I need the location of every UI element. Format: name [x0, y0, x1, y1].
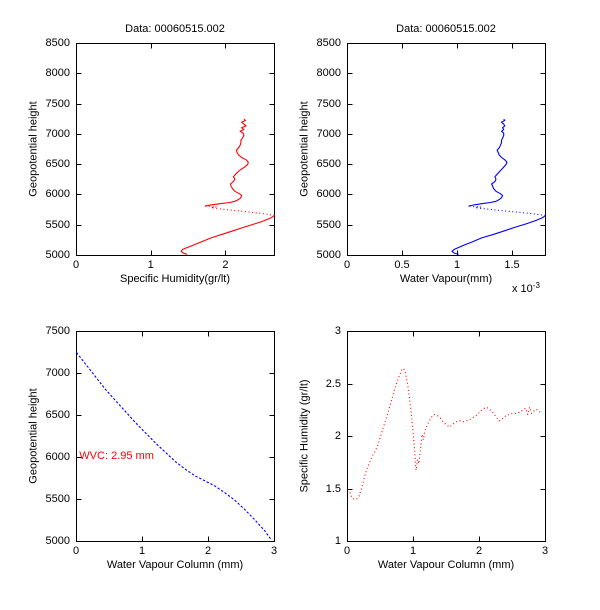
plot-axes-area: [76, 43, 275, 256]
exponent-value: -3: [532, 281, 540, 290]
y-tick-label: 2: [334, 430, 341, 442]
y-tick-label: 6000: [45, 188, 70, 201]
wvc-annotation: WVC: 2.95 mm: [79, 450, 154, 462]
plot-axes-area: [347, 43, 546, 256]
y-axis-label: Geopotential height: [27, 101, 40, 197]
plot-title: Data: 00060515.002: [125, 23, 225, 35]
x-tick-label: 1: [147, 259, 154, 271]
axes-box: [347, 331, 546, 542]
y-tick-label: 1: [334, 535, 341, 547]
x-tick-label: 0: [72, 259, 80, 271]
x-tick-label: 1: [138, 545, 146, 557]
y-tick-label: 3: [334, 325, 341, 337]
y-tick-label: 5500: [316, 218, 341, 231]
y-tick-label: 7000: [316, 127, 341, 140]
y-tick-label: 7500: [45, 325, 70, 337]
y-axis-label: Specific Humidity (gr/lt): [298, 379, 311, 493]
y-tick-label: 8500: [316, 37, 341, 49]
series-vapour-profile-upper: [468, 118, 508, 207]
x-tick-label: 2: [475, 545, 483, 557]
y-tick-label: 6500: [45, 409, 70, 421]
y-tick-label: 6000: [316, 188, 341, 201]
series-vapour-profile-lower: [451, 215, 546, 255]
y-tick-label: 8000: [316, 67, 341, 80]
series-humidity-profile-lower: [180, 215, 275, 255]
y-tick-label: 5500: [45, 218, 70, 231]
y-tick-label: 6500: [45, 158, 70, 171]
y-tick-label: 7000: [45, 367, 70, 379]
y-tick-label: 5000: [45, 249, 70, 261]
axes-box: [76, 43, 275, 256]
y-tick-label: 8000: [45, 67, 70, 80]
x-axis-exponent-label: x 10-3: [512, 279, 540, 296]
x-tick-label: 2: [204, 545, 212, 557]
series-water-vapour-column: [76, 352, 272, 541]
x-tick-label: 0: [72, 545, 80, 557]
plot-axes-area: [76, 331, 275, 542]
x-tick-label: 3: [270, 545, 278, 557]
plot-title: Data: 00060515.002: [396, 23, 496, 35]
y-tick-label: 8500: [45, 37, 70, 49]
y-tick-label: 5500: [45, 493, 70, 505]
x-tick-label: 1: [453, 259, 461, 271]
y-tick-label: 2.5: [325, 377, 341, 390]
x-tick-label: 3: [541, 545, 549, 557]
axes-box: [347, 43, 546, 256]
y-tick-label: 7500: [316, 97, 341, 110]
x-tick-label: 0.5: [394, 259, 410, 271]
x-tick-label: 2: [222, 259, 229, 271]
y-tick-label: 7500: [45, 97, 70, 110]
y-tick-label: 6500: [316, 158, 341, 171]
y-tick-label: 1.5: [325, 482, 341, 495]
x-axis-label: Water Vapour Column (mm): [106, 559, 244, 571]
y-tick-label: 5000: [45, 535, 70, 547]
axes-box: [76, 331, 275, 542]
x-tick-label: 1.5: [504, 259, 520, 271]
x-tick-label: 0: [343, 545, 351, 557]
x-tick-label: 1: [409, 545, 417, 557]
y-tick-label: 7000: [45, 127, 70, 140]
series-humidity-vs-wvc: [348, 367, 543, 501]
x-axis-label: Specific Humidity(gr/lt): [119, 273, 231, 285]
y-axis-label: Geopotential height: [298, 101, 311, 197]
series-humidity-profile-inversion: [204, 205, 275, 217]
x-axis-label: Water Vapour Column (mm): [377, 559, 515, 571]
y-tick-label: 5000: [316, 249, 341, 261]
series-humidity-profile-upper: [204, 118, 249, 207]
y-axis-label: Geopotential height: [27, 388, 40, 484]
x-tick-label: 0: [343, 259, 351, 271]
x-axis-label: Water Vapour(mm): [399, 273, 493, 285]
exponent-prefix: x 10: [512, 283, 533, 295]
series-vapour-profile-inversion: [468, 205, 546, 217]
plot-axes-area: [347, 331, 546, 542]
y-tick-label: 6000: [45, 451, 70, 463]
